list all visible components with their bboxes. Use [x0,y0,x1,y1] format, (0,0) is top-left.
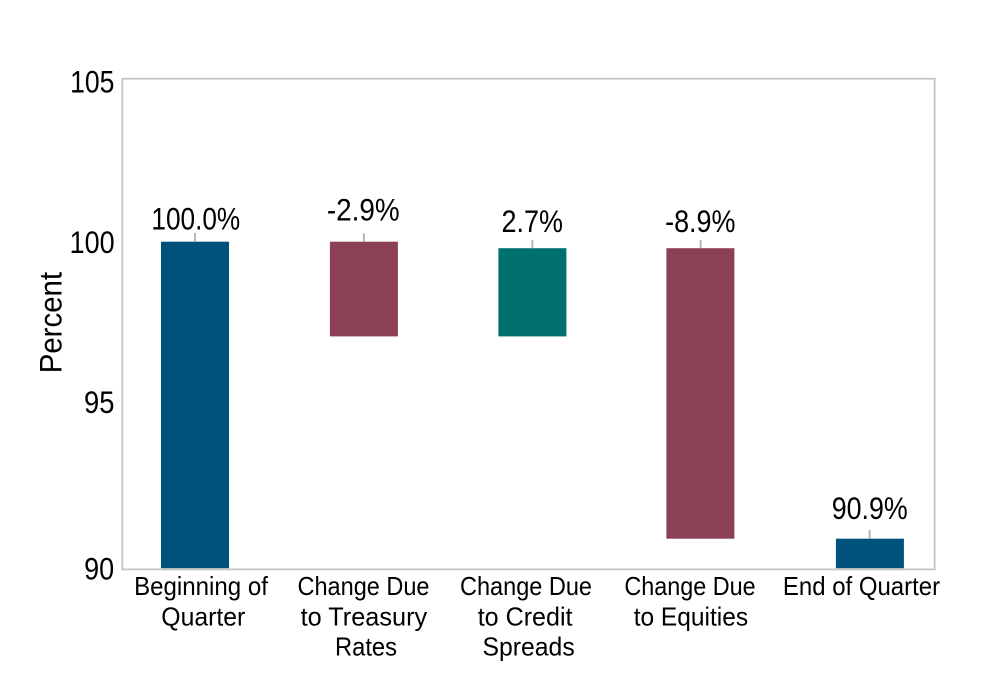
svg-text:-2.9%: -2.9% [327,191,400,227]
svg-text:90.9%: 90.9% [832,490,908,526]
svg-text:90: 90 [84,550,114,586]
svg-text:95: 95 [84,384,114,420]
svg-text:Rates: Rates [335,634,397,662]
svg-text:105: 105 [70,63,114,99]
svg-text:Change Due: Change Due [624,573,755,601]
svg-text:Spreads: Spreads [483,634,575,662]
svg-text:Change Due: Change Due [298,573,430,601]
svg-text:to Treasury: to Treasury [301,604,428,632]
svg-text:100.0%: 100.0% [151,200,240,236]
svg-text:Percent: Percent [32,272,68,374]
svg-text:100: 100 [70,224,115,260]
svg-text:2.7%: 2.7% [502,203,563,239]
svg-text:to Equities: to Equities [634,604,748,632]
svg-text:Quarter: Quarter [161,604,245,632]
svg-text:-8.9%: -8.9% [665,203,735,239]
svg-text:Beginning of: Beginning of [134,573,269,601]
svg-text:Change Due: Change Due [460,573,592,601]
svg-text:End of Quarter: End of Quarter [783,573,941,601]
svg-text:to Credit: to Credit [478,604,573,632]
